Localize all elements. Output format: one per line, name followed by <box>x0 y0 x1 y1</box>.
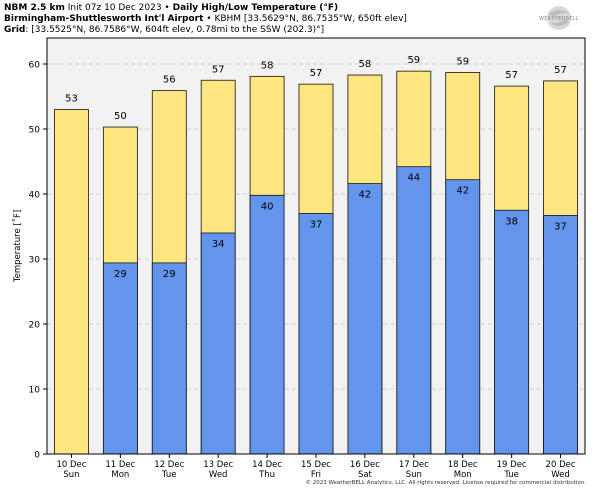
low-temp-label: 29 <box>114 269 127 280</box>
chart-title: Daily High/Low Temperature (°F) <box>172 3 339 13</box>
high-temp-label: 59 <box>456 56 469 67</box>
y-tick-label: 20 <box>29 321 41 331</box>
low-temp-bar <box>200 232 236 455</box>
x-tick-date: 15 Dec <box>301 460 331 470</box>
low-temp-bar <box>347 183 383 455</box>
x-tick-date: 12 Dec <box>154 460 184 470</box>
low-temp-label: 37 <box>310 220 323 231</box>
low-temp-label: 38 <box>505 216 518 227</box>
y-tick-label: 40 <box>29 191 41 201</box>
y-axis-label: Temperature [˚F] <box>12 210 23 283</box>
low-temp-bar <box>543 215 578 455</box>
x-tick-date: 16 Dec <box>350 460 380 470</box>
x-tick-day: Mon <box>454 470 472 480</box>
low-temp-bar <box>445 179 481 455</box>
station-name: Birmingham-Shuttlesworth Int'l Airport <box>4 14 204 24</box>
weatherbell-logo: WEATHERBELL <box>533 4 585 32</box>
x-tick-day: Mon <box>111 470 129 480</box>
low-temp-label: 44 <box>407 173 420 184</box>
x-tick-date: 10 Dec <box>56 460 86 470</box>
low-temp-bar <box>494 209 530 455</box>
swirl-logo-icon <box>547 6 571 30</box>
low-temp-bar <box>396 166 432 455</box>
x-tick-day: Sat <box>358 470 373 480</box>
high-temp-label: 57 <box>505 70 518 81</box>
low-temp-bar <box>151 262 187 455</box>
station-info: KBHM [33.5629°N, 86.7535°W, 650ft elev] <box>214 14 407 24</box>
high-temp-label: 59 <box>407 55 420 66</box>
copyright-footer: © 2023 WeatherBELL Analytics, LLC. All r… <box>305 480 586 486</box>
high-temp-label: 56 <box>163 75 176 86</box>
x-tick-day: Fri <box>311 470 321 480</box>
x-tick-day: Tue <box>161 470 177 480</box>
high-temp-label: 57 <box>310 68 323 79</box>
model-name: NBM 2.5 km <box>4 3 65 13</box>
low-temp-label: 40 <box>261 201 274 212</box>
x-tick-day: Wed <box>551 470 570 480</box>
x-tick-date: 13 Dec <box>203 460 233 470</box>
x-tick-day: Tue <box>503 470 519 480</box>
low-temp-bar <box>102 262 138 455</box>
low-temp-label: 29 <box>163 269 176 280</box>
init-time: Init 07z 10 Dec 2023 <box>64 3 162 13</box>
high-temp-label: 58 <box>261 60 274 71</box>
x-tick-date: 11 Dec <box>105 460 135 470</box>
x-tick-day: Wed <box>209 470 228 480</box>
y-tick-label: 0 <box>34 451 40 461</box>
y-tick-label: 50 <box>29 126 41 136</box>
x-tick-day: Sun <box>406 470 422 480</box>
plot-border <box>46 37 586 455</box>
y-tick-label: 60 <box>29 61 41 71</box>
grid-info: : [33.5525°N, 86.7586°W, 604ft elev, 0.7… <box>25 25 325 35</box>
high-temp-label: 50 <box>114 111 127 122</box>
low-temp-label: 37 <box>554 221 567 232</box>
header-separator: • <box>203 14 215 24</box>
x-tick-date: 18 Dec <box>448 460 478 470</box>
y-tick-label: 30 <box>29 256 41 266</box>
high-temp-label: 53 <box>65 94 78 105</box>
grid-label: Grid <box>4 25 26 35</box>
x-tick-date: 19 Dec <box>497 460 527 470</box>
low-temp-bar <box>249 194 285 455</box>
logo-text: WEATHERBELL <box>538 16 580 22</box>
high-temp-label: 57 <box>212 64 225 75</box>
low-temp-label: 42 <box>456 186 469 197</box>
header-separator: • <box>161 3 173 13</box>
x-tick-date: 17 Dec <box>399 460 429 470</box>
x-tick-date: 20 Dec <box>546 460 576 470</box>
low-temp-label: 34 <box>212 239 225 250</box>
y-tick-label: 10 <box>29 386 41 396</box>
header-line-3: Grid: [33.5525°N, 86.7586°W, 604ft elev,… <box>4 25 324 36</box>
high-temp-label: 57 <box>554 65 567 76</box>
header-line-1: NBM 2.5 km Init 07z 10 Dec 2023 • Daily … <box>4 3 338 14</box>
low-temp-bar <box>298 213 334 455</box>
low-temp-label: 42 <box>359 190 372 201</box>
high-temp-bar <box>54 109 89 455</box>
high-temp-label: 58 <box>359 59 372 70</box>
x-tick-day: Sun <box>63 470 79 480</box>
x-tick-day: Thu <box>258 470 275 480</box>
header-line-2: Birmingham-Shuttlesworth Int'l Airport •… <box>4 14 407 25</box>
x-tick-date: 14 Dec <box>252 460 282 470</box>
